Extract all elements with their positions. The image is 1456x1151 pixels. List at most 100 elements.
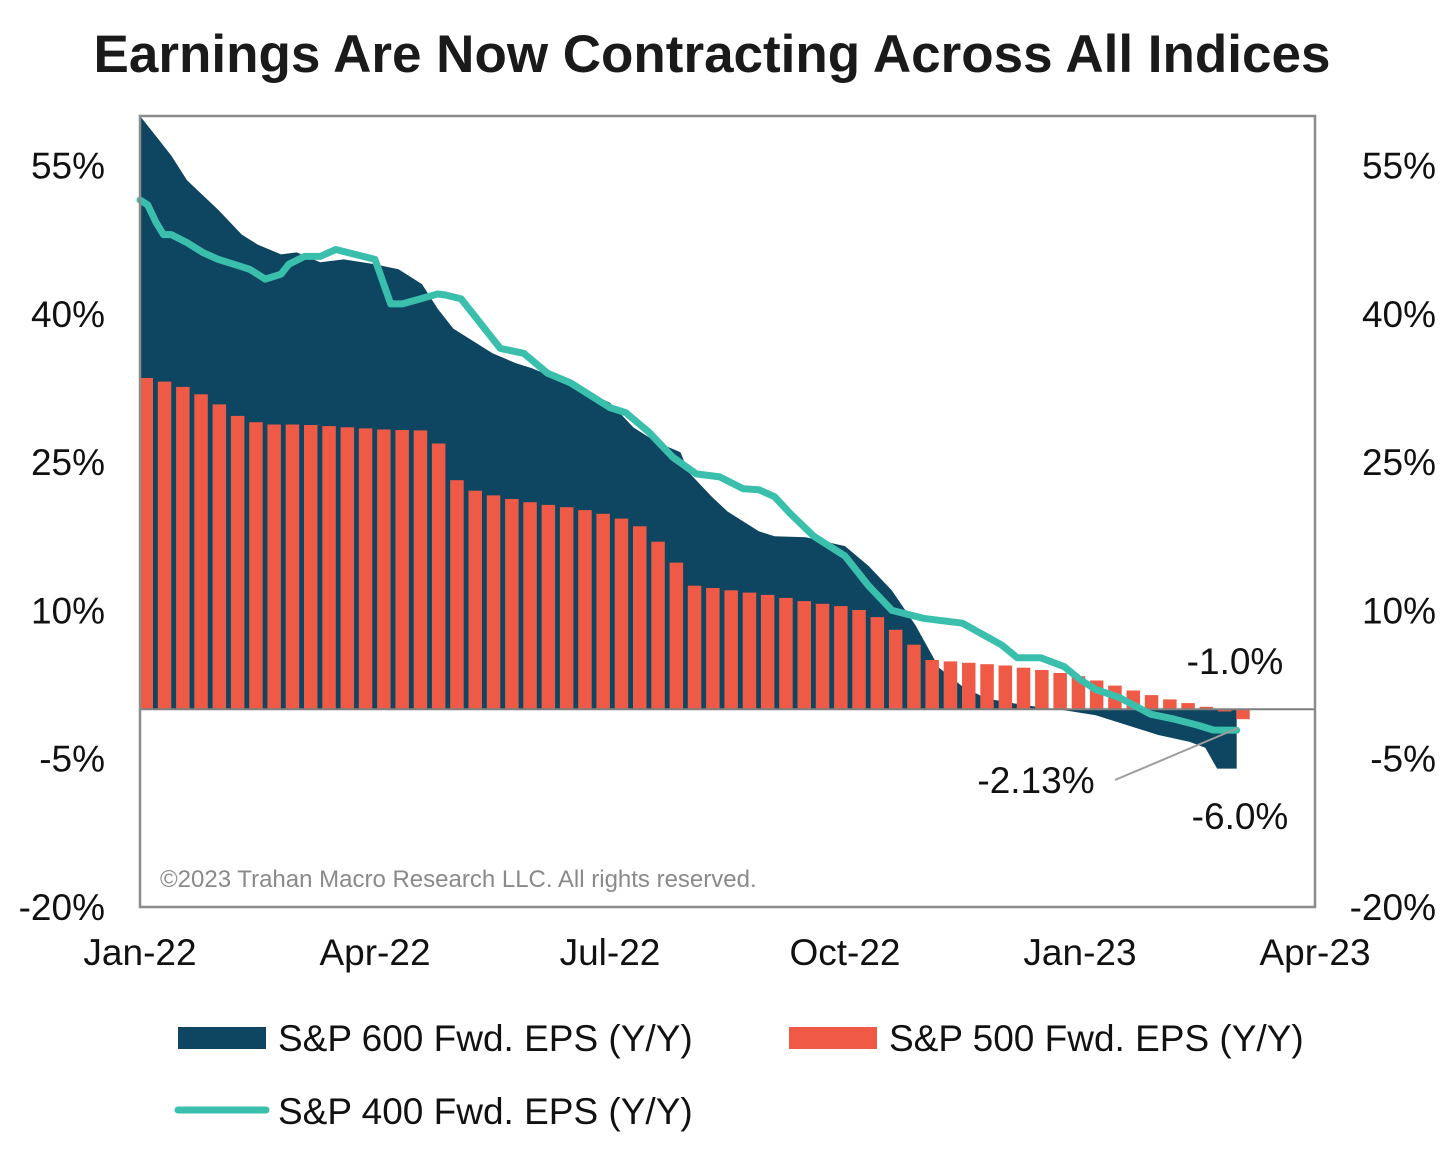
y-tick-right: 40% [1362,294,1436,335]
sp500-bar [267,424,281,710]
sp500-bar [322,426,336,710]
sp500-bar [194,394,208,710]
y-tick-left: 10% [31,590,105,631]
y-axis-right: 55% 40% 25% 10% -5% -20% [1350,145,1436,928]
sp500-bar [797,601,811,710]
sp400-leader-line [1114,727,1239,781]
sp500-bar [578,510,592,710]
y-tick-right: -20% [1350,887,1436,928]
sp500-bar [669,562,684,710]
sp500-bar [1236,709,1250,720]
x-tick: Jul-22 [560,932,661,973]
sp500-bar [1035,670,1049,710]
y-axis-left: 55% 40% 25% 10% -5% -20% [19,145,105,928]
y-tick-right: -5% [1370,739,1436,780]
sp400-layer [136,196,1241,734]
legend-label-sp500: S&P 500 Fwd. EPS (Y/Y) [889,1018,1304,1059]
y-tick-left: 25% [31,442,105,483]
sp500-bar [340,427,355,710]
sp500-bar [998,665,1013,710]
sp500-bar [888,629,903,710]
sp500-bar [1016,667,1031,710]
legend-item-sp500: S&P 500 Fwd. EPS (Y/Y) [789,1018,1304,1059]
sp500-bar [1053,673,1067,710]
legend-swatch-sp500 [789,1027,877,1049]
sp500-bar [413,430,428,710]
sp500-bar [815,603,830,710]
sp500-bar [523,502,537,710]
sp500-bar [176,386,190,710]
y-tick-right: 10% [1362,590,1436,631]
x-tick: Jan-23 [1023,932,1136,973]
sp500-bar [139,378,153,710]
sp500-bar [431,443,446,710]
copyright-text: ©2023 Trahan Macro Research LLC. All rig… [160,866,757,893]
y-tick-left: -5% [39,739,105,780]
sp500-bar [651,541,665,710]
legend-label-sp600: S&P 600 Fwd. EPS (Y/Y) [278,1018,693,1059]
sp500-bar [687,585,702,710]
y-tick-left: -20% [19,887,105,928]
sp500-last-label: -1.0% [1187,641,1284,682]
plot-area [136,114,1317,909]
sp500-bar [724,590,738,710]
sp500-bar [559,507,574,710]
sp400-last-label: -2.13% [977,760,1094,801]
sp500-bar [486,495,501,710]
legend-label-sp400: S&P 400 Fwd. EPS (Y/Y) [278,1091,693,1132]
sp500-bar [468,490,482,710]
x-tick: Oct-22 [789,932,900,973]
legend-swatch-sp600 [178,1027,266,1049]
sp600-last-label: -6.0% [1192,796,1289,837]
sp500-bar [925,660,939,710]
sp500-bar [230,415,245,710]
legend: S&P 600 Fwd. EPS (Y/Y) S&P 500 Fwd. EPS … [174,1018,1304,1132]
sp500-bar [1181,703,1195,710]
sp500-bar [541,504,556,710]
y-tick-right: 25% [1362,442,1436,483]
sp500-bar [834,606,848,710]
x-tick: Apr-22 [319,932,430,973]
y-tick-left: 40% [31,294,105,335]
sp500-bar [943,661,958,710]
x-tick: Jan-22 [83,932,196,973]
legend-item-sp600: S&P 600 Fwd. EPS (Y/Y) [178,1018,693,1059]
sp500-layer [139,378,1250,720]
sp500-bar [1217,709,1232,712]
sp500-bar [212,404,227,710]
sp500-bar [157,381,172,710]
y-tick-left: 55% [31,145,105,186]
legend-item-sp400: S&P 400 Fwd. EPS (Y/Y) [174,1091,693,1132]
sp500-bar [596,513,610,710]
sp500-bar [249,422,263,710]
sp500-bar [450,480,464,710]
sp500-bar [870,617,885,710]
sp500-bar [377,429,391,710]
x-tick: Apr-23 [1259,932,1370,973]
y-tick-right: 55% [1362,145,1436,186]
sp500-bar [1144,695,1159,710]
sp500-bar [614,518,629,710]
sp500-bar [742,592,757,710]
chart-title: Earnings Are Now Contracting Across All … [94,25,1331,84]
annotations: -1.0% -2.13% -6.0% [977,641,1288,837]
sp400-line [136,196,1241,734]
plot-frame [138,114,1317,909]
sp500-bar [285,424,300,710]
sp500-bar [1163,699,1177,710]
sp500-bar [395,430,409,710]
sp500-bar [706,588,720,710]
sp500-bar [760,594,775,710]
sp500-bar [962,662,976,710]
sp500-bar [1199,706,1214,710]
sp500-bar [358,428,373,710]
x-axis: Jan-22 Apr-22 Jul-22 Oct-22 Jan-23 Apr-23 [83,932,1370,973]
sp500-bar [633,526,647,710]
sp500-bar [505,499,519,710]
sp500-bar [907,644,921,710]
sp500-bar [852,610,866,710]
sp500-bar [779,597,793,710]
sp500-bar [980,664,994,710]
sp500-bar [304,425,318,710]
